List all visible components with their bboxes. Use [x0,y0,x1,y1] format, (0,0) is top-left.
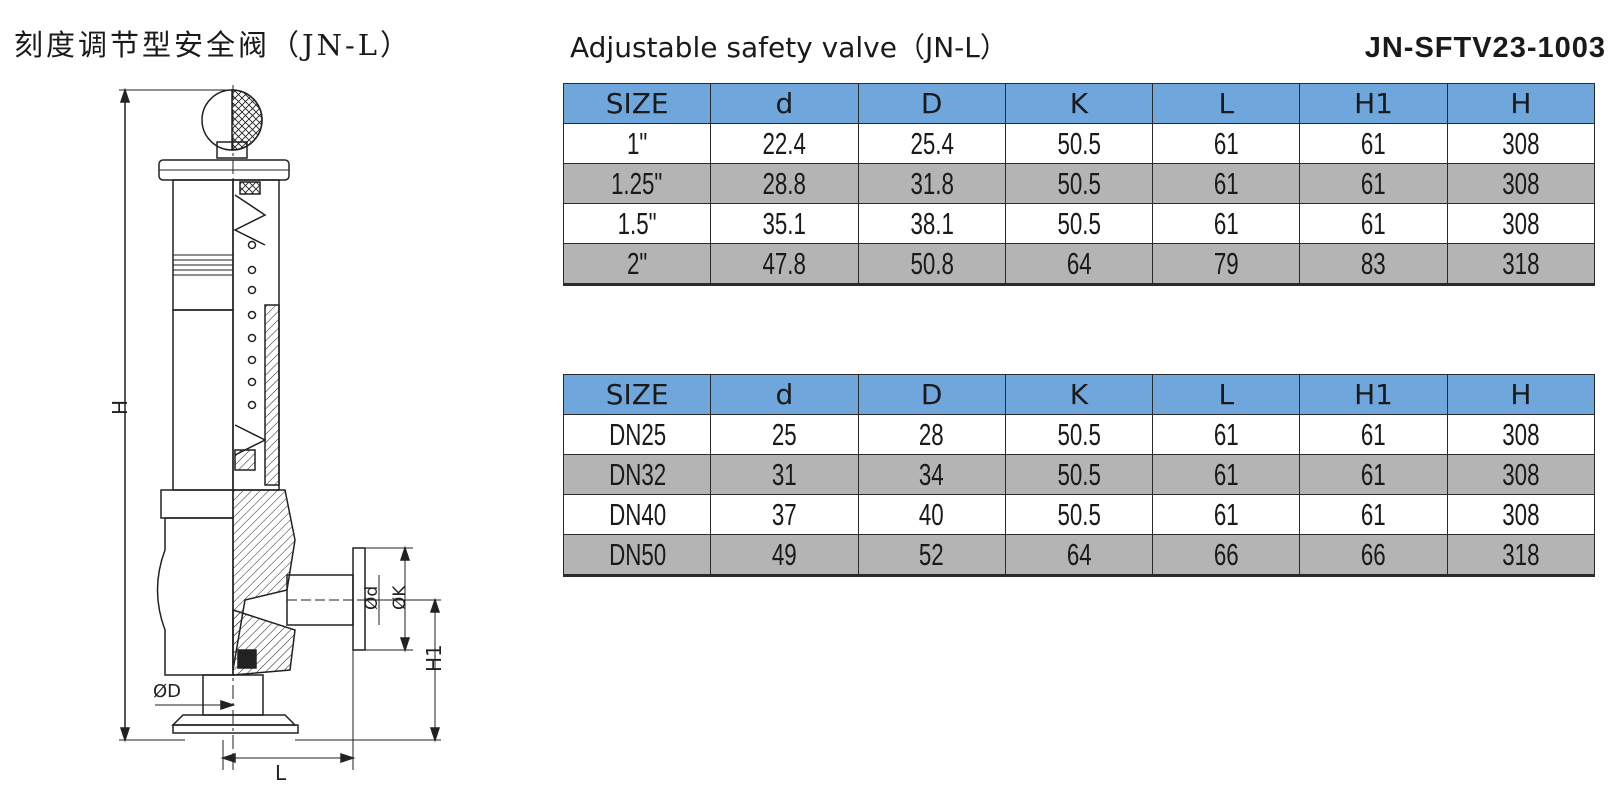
dim-label-h1: H1 [422,644,446,672]
header-K: K [1004,83,1154,124]
table-row: DN32 31 34 50.5 61 61 308 [562,454,1596,495]
cell: 308 [1446,203,1596,244]
cell: 31 [710,454,859,495]
cell: 25.4 [857,123,1006,164]
cell: 61 [1152,163,1301,204]
cell: 35.1 [710,203,859,244]
cell: 34 [857,454,1006,495]
dim-label-h: H [108,400,132,415]
cell: 50.5 [1004,123,1154,164]
cell: 79 [1152,243,1301,286]
cell: 61 [1299,494,1448,535]
table-row: DN25 25 28 50.5 61 61 308 [562,414,1596,455]
header-d: d [710,83,859,124]
cell: 318 [1446,243,1596,286]
cell: 47.8 [710,243,859,286]
spec-table-inch: SIZE d D K L H1 H 1" 22.4 25.4 50.5 61 6… [562,83,1596,286]
cell: 49 [710,534,859,577]
cell: 50.5 [1004,454,1154,495]
cell: DN25 [562,414,712,455]
cell: DN40 [562,494,712,535]
cell: 50.8 [857,243,1006,286]
cell: 52 [857,534,1006,577]
cell: DN32 [562,454,712,495]
spec-table-dn: SIZE d D K L H1 H DN25 25 28 50.5 61 61 … [562,374,1596,577]
cell: 308 [1446,123,1596,164]
cell: 28.8 [710,163,859,204]
cell: 61 [1299,123,1448,164]
dim-label-od: ØD [153,681,181,702]
cell: 308 [1446,454,1596,495]
cell: 50.5 [1004,203,1154,244]
cell: 1.5" [562,203,712,244]
header-K: K [1004,374,1154,415]
cell: 1.25" [562,163,712,204]
header-L: L [1152,374,1301,415]
cell: 308 [1446,414,1596,455]
dim-label-l: L [275,761,287,785]
cell: 61 [1299,163,1448,204]
table-row: 1" 22.4 25.4 50.5 61 61 308 [562,123,1596,164]
cell: 61 [1152,123,1301,164]
header-D: D [857,83,1006,124]
cell: 318 [1446,534,1596,577]
cell: 31.8 [857,163,1006,204]
header-d: d [710,374,859,415]
header-H: H [1446,374,1596,415]
table-row: DN40 37 40 50.5 61 61 308 [562,494,1596,535]
header-H: H [1446,83,1596,124]
cell: 308 [1446,163,1596,204]
table-row: 1.5" 35.1 38.1 50.5 61 61 308 [562,203,1596,244]
cell: 2" [562,243,712,286]
header-size: SIZE [562,374,712,415]
table-row: 1.25" 28.8 31.8 50.5 61 61 308 [562,163,1596,204]
cell: 61 [1299,203,1448,244]
cell: 64 [1004,534,1154,577]
table-header-row: SIZE d D K L H1 H [562,83,1596,124]
table-header-row: SIZE d D K L H1 H [562,374,1596,415]
cell: 61 [1152,414,1301,455]
cell: 25 [710,414,859,455]
cell: 1" [562,123,712,164]
cell: 61 [1152,454,1301,495]
title-english: Adjustable safety valve（JN-L） [570,31,1008,64]
cell: 61 [1299,454,1448,495]
title-chinese: 刻度调节型安全阀（JN-L） [14,28,413,62]
header-L: L [1152,83,1301,124]
cell: 66 [1152,534,1301,577]
cell: 50.5 [1004,494,1154,535]
header-D: D [857,374,1006,415]
cell: 64 [1004,243,1154,286]
table-row: 2" 47.8 50.8 64 79 83 318 [562,243,1596,286]
model-code: JN-SFTV23-1003 [1364,32,1606,64]
dim-label-d: Ød [362,586,382,610]
cell: 61 [1152,203,1301,244]
cell: 40 [857,494,1006,535]
cell: 50.5 [1004,414,1154,455]
cell: 83 [1299,243,1448,286]
cell: DN50 [562,534,712,577]
cell: 37 [710,494,859,535]
cell: 61 [1299,414,1448,455]
table-row: DN50 49 52 64 66 66 318 [562,534,1596,577]
cell: 22.4 [710,123,859,164]
dim-label-k: ØK [390,585,410,610]
cell: 308 [1446,494,1596,535]
cell: 28 [857,414,1006,455]
valve-technical-drawing: H H1 L Ød ØK ØD [108,85,446,785]
cell: 38.1 [857,203,1006,244]
header-size: SIZE [562,83,712,124]
cell: 61 [1152,494,1301,535]
header-H1: H1 [1299,374,1448,415]
cell: 66 [1299,534,1448,577]
cell: 50.5 [1004,163,1154,204]
header-H1: H1 [1299,83,1448,124]
